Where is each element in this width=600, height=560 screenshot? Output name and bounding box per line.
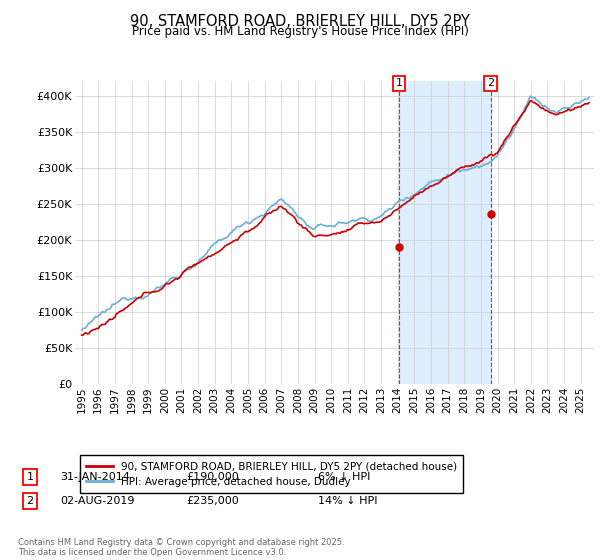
Legend: 90, STAMFORD ROAD, BRIERLEY HILL, DY5 2PY (detached house), HPI: Average price, : 90, STAMFORD ROAD, BRIERLEY HILL, DY5 2P… [80,455,463,493]
Text: 6% ↓ HPI: 6% ↓ HPI [318,472,370,482]
Text: 1: 1 [26,472,34,482]
Text: 02-AUG-2019: 02-AUG-2019 [60,496,134,506]
Text: 90, STAMFORD ROAD, BRIERLEY HILL, DY5 2PY: 90, STAMFORD ROAD, BRIERLEY HILL, DY5 2P… [130,14,470,29]
Text: Price paid vs. HM Land Registry's House Price Index (HPI): Price paid vs. HM Land Registry's House … [131,25,469,38]
Text: £235,000: £235,000 [186,496,239,506]
Text: 14% ↓ HPI: 14% ↓ HPI [318,496,377,506]
Text: £190,000: £190,000 [186,472,239,482]
Bar [399,81,491,384]
Text: 2: 2 [487,78,494,88]
Text: 1: 1 [395,78,403,88]
Text: 31-JAN-2014: 31-JAN-2014 [60,472,130,482]
Text: Contains HM Land Registry data © Crown copyright and database right 2025.
This d: Contains HM Land Registry data © Crown c… [18,538,344,557]
Text: 2: 2 [26,496,34,506]
